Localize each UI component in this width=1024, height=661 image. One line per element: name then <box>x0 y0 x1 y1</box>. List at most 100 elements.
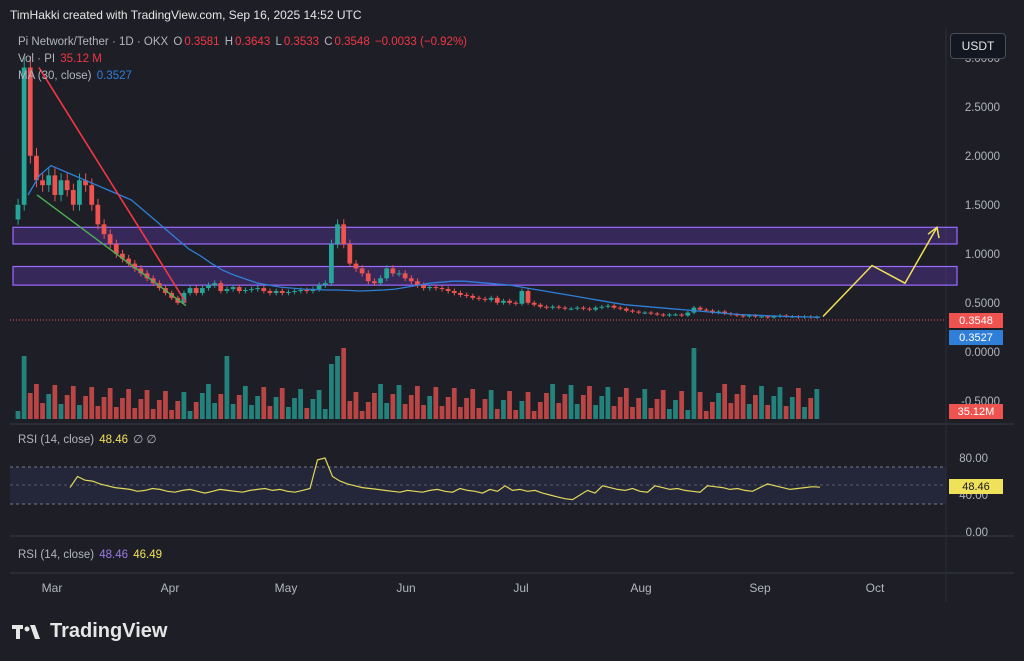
candle-body <box>482 298 488 300</box>
volume-bar <box>255 396 261 419</box>
volume-bar <box>789 397 795 419</box>
volume-bar <box>611 406 617 419</box>
candle-body <box>415 281 420 286</box>
candle-body <box>544 306 549 308</box>
volume-bar <box>451 388 457 419</box>
candle-body <box>433 287 439 289</box>
volume-bar <box>716 393 721 419</box>
volume-bar <box>224 356 230 419</box>
rsi-label: RSI (14, close) <box>18 434 95 446</box>
volume-bar <box>507 391 512 419</box>
time-axis-tick: Mar <box>42 581 63 595</box>
price-axis-tick: 0.0000 <box>965 347 1000 359</box>
volume-bar <box>46 394 52 419</box>
candle-body <box>746 315 752 317</box>
volume-bar <box>605 387 611 419</box>
volume-bar <box>525 392 531 419</box>
ma-legend[interactable]: MA (30, close) 0.3527 <box>18 70 134 82</box>
candle-body <box>285 291 291 293</box>
volume-bar <box>310 399 316 419</box>
candle-body <box>753 315 758 317</box>
candle-body <box>89 185 95 205</box>
rsi-ma-value: 46.49 <box>133 549 163 561</box>
candle-body <box>488 297 494 300</box>
low-label: L <box>275 36 282 48</box>
volume-bar <box>218 394 224 419</box>
candle-body <box>574 307 580 309</box>
candle-body <box>408 278 414 282</box>
volume-bar <box>390 394 396 419</box>
time-axis-tick: Apr <box>161 581 180 595</box>
candle-body <box>46 175 52 186</box>
symbol-title[interactable]: Pi Network/Tether · 1D · OKX <box>18 36 169 48</box>
candle-body <box>611 305 617 308</box>
rsi-legend-1[interactable]: RSI (14, close) 48.46 ∅ ∅ <box>18 432 158 446</box>
candle-body <box>70 190 76 205</box>
volume-bar <box>746 404 752 419</box>
volume-bar <box>144 390 150 419</box>
volume-bar <box>421 405 426 419</box>
volume-bar <box>568 385 574 419</box>
volume-bar <box>70 386 76 419</box>
volume-bar <box>408 395 414 419</box>
volume-bar <box>169 410 174 419</box>
volume-bar <box>427 396 433 419</box>
volume-bar <box>175 401 181 419</box>
volume-bar <box>353 392 359 419</box>
volume-bar <box>89 387 95 419</box>
candle-body <box>113 243 119 254</box>
currency-button[interactable]: USDT <box>950 33 1006 59</box>
candle-body <box>95 204 101 225</box>
volume-bar <box>328 364 334 419</box>
volume-value: 35.12 M <box>60 53 102 65</box>
volume-bar <box>679 391 685 419</box>
candle-body <box>212 283 217 286</box>
volume-bar <box>402 404 408 419</box>
candle-body <box>15 204 21 220</box>
candle-body <box>605 305 611 307</box>
candle-body <box>666 314 672 316</box>
volume-bar <box>347 401 353 419</box>
high-label: H <box>224 36 234 48</box>
volume-bar <box>544 393 549 419</box>
candle-body <box>279 291 285 293</box>
volume-bar <box>304 408 310 419</box>
volume-bar <box>537 402 543 419</box>
candle-body <box>58 180 64 195</box>
volume-bar <box>316 390 322 419</box>
chart-canvas[interactable]: 3.00002.50002.00001.50001.00000.50000.00… <box>10 28 1014 602</box>
volume-bar <box>163 391 168 419</box>
candle-body <box>593 307 598 310</box>
volume-bar <box>212 403 217 419</box>
volume-bar <box>335 356 340 419</box>
volume-bar <box>230 404 236 419</box>
candle-body <box>630 310 635 312</box>
candle-body <box>697 307 703 310</box>
candle-body <box>642 312 648 314</box>
volume-bar <box>34 384 39 419</box>
volume-bar <box>771 396 777 419</box>
candle-body <box>470 295 476 298</box>
open-label: O <box>173 36 183 48</box>
volume-bar <box>285 407 291 419</box>
volume-bar <box>648 408 654 419</box>
volume-bar <box>83 396 88 419</box>
volume-bar <box>759 386 764 419</box>
rsi-legend-2[interactable]: RSI (14, close) 48.46 46.49 <box>18 549 164 561</box>
volume-legend[interactable]: Vol · PI 35.12 M <box>18 53 104 65</box>
candle-body <box>421 285 426 289</box>
candle-body <box>193 288 199 293</box>
volume-bar <box>476 408 482 419</box>
candle-body <box>365 273 371 282</box>
candle-body <box>771 316 777 318</box>
volume-bar <box>249 405 254 419</box>
candle-body <box>328 243 334 284</box>
volume-bar <box>580 395 586 419</box>
volume-bar <box>21 356 27 419</box>
volume-bar <box>242 386 248 419</box>
candle-body <box>673 314 678 316</box>
candle-body <box>740 315 746 317</box>
brand-footer: TradingView <box>12 620 167 643</box>
chart-frame[interactable]: 3.00002.50002.00001.50001.00000.50000.00… <box>10 28 1014 602</box>
volume-bar <box>470 389 476 419</box>
